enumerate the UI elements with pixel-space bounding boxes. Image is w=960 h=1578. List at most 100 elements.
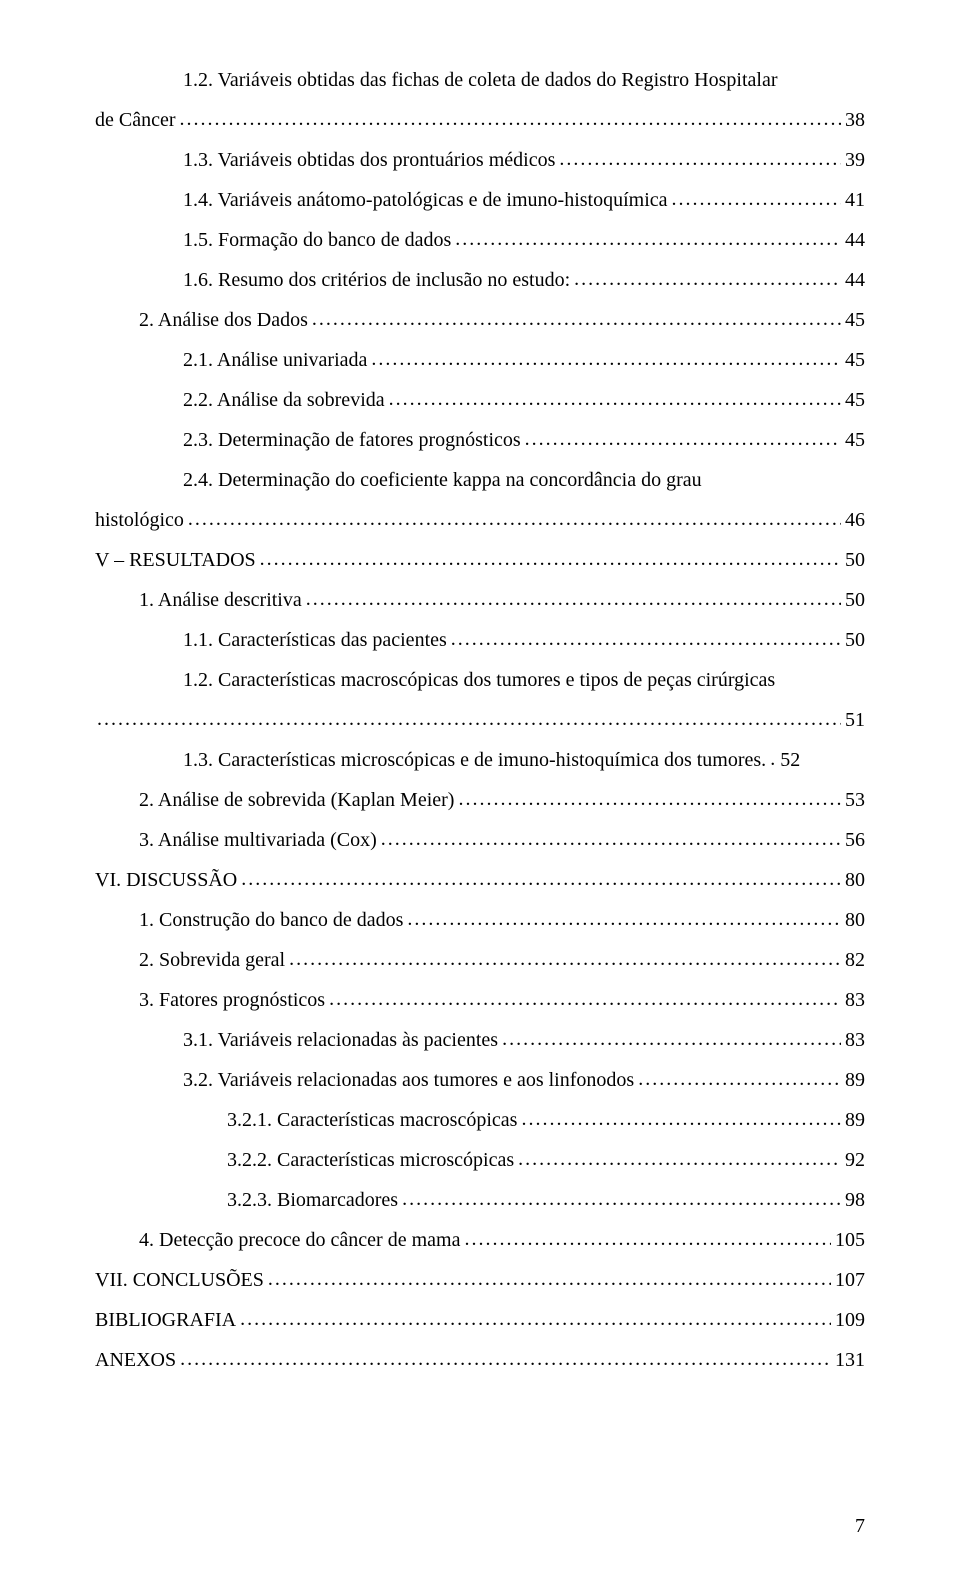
- toc-dot-leader: [405, 900, 841, 939]
- toc-entry-page: 39: [841, 140, 865, 180]
- toc-entry-page: 38: [841, 100, 865, 140]
- toc-entry-label: 3.1. Variáveis relacionadas às pacientes: [183, 1020, 500, 1060]
- toc-entry: 3. Fatores prognósticos83: [95, 980, 865, 1020]
- toc-dot-leader: [400, 1180, 841, 1219]
- toc-dot-leader: [456, 780, 841, 819]
- toc-entry: VI. DISCUSSÃO80: [95, 860, 865, 900]
- toc-entry-page: 50: [841, 620, 865, 660]
- toc-entry-page: 51: [841, 700, 865, 740]
- toc-dot-leader: [453, 220, 841, 259]
- toc-entry: 2.1. Análise univariada45: [95, 340, 865, 380]
- toc-entry: 1.3. Características microscópicas e de …: [95, 740, 865, 780]
- toc-dot-leader: [239, 860, 841, 899]
- toc-dot-leader: [557, 140, 841, 179]
- toc-entry-label: de Câncer: [95, 100, 178, 140]
- toc-entry: histológico 46: [95, 500, 865, 540]
- toc-entry-label: 2. Sobrevida geral: [139, 940, 287, 980]
- toc-entry-label: ANEXOS: [95, 1340, 178, 1380]
- toc-entry: 1.4. Variáveis anátomo-patológicas e de …: [95, 180, 865, 220]
- toc-entry-page: 50: [841, 540, 865, 580]
- toc-dot-leader: [287, 940, 841, 979]
- toc-entry: 1.6. Resumo dos critérios de inclusão no…: [95, 260, 865, 300]
- toc-entry-label: 2.1. Análise univariada: [183, 340, 369, 380]
- toc-entry-label: 1.6. Resumo dos critérios de inclusão no…: [183, 260, 572, 300]
- toc-entry: 1.3. Variáveis obtidas dos prontuários m…: [95, 140, 865, 180]
- toc-entry: 1. Análise descritiva50: [95, 580, 865, 620]
- toc-dot-leader: [516, 1140, 841, 1179]
- toc-entry-page: 89: [841, 1100, 865, 1140]
- toc-entry-label: VII. CONCLUSÕES: [95, 1260, 266, 1300]
- toc-entry: 51: [95, 700, 865, 740]
- toc-entry: 2.3. Determinação de fatores prognóstico…: [95, 420, 865, 460]
- toc-entry-page: 105: [831, 1220, 865, 1260]
- toc-entry-label: 3.2.1. Características macroscópicas: [227, 1100, 519, 1140]
- toc-entry-page: 83: [841, 980, 865, 1020]
- toc-entry-page: 45: [841, 380, 865, 420]
- toc-entry: 2. Análise dos Dados45: [95, 300, 865, 340]
- toc-entry-label: BIBLIOGRAFIA: [95, 1300, 238, 1340]
- toc-dot-leader: [95, 700, 841, 739]
- toc-dot-leader: [572, 260, 841, 299]
- toc-dot-leader: [462, 1220, 831, 1259]
- toc-dot-leader: [178, 1340, 831, 1379]
- toc-entry: 1.1. Características das pacientes 50: [95, 620, 865, 660]
- toc-entry-label: V – RESULTADOS: [95, 540, 258, 580]
- toc-dot-leader: [523, 420, 841, 459]
- toc-entry: V – RESULTADOS 50: [95, 540, 865, 580]
- toc-entry-page: 131: [831, 1340, 865, 1380]
- toc-entry: 1. Construção do banco de dados80: [95, 900, 865, 940]
- toc-entry-label: 1.3. Características microscópicas e de …: [183, 740, 768, 780]
- toc-entry-page: 56: [841, 820, 865, 860]
- toc-entry-page: 92: [841, 1140, 865, 1180]
- toc-dot-leader: [266, 1260, 831, 1299]
- toc-entry-label: 1.1. Características das pacientes: [183, 620, 449, 660]
- toc-entry-label: 2.3. Determinação de fatores prognóstico…: [183, 420, 523, 460]
- toc-dot-leader: [636, 1060, 841, 1099]
- toc-entry-label: 1.4. Variáveis anátomo-patológicas e de …: [183, 180, 670, 220]
- toc-entry: 3.2.1. Características macroscópicas 89: [95, 1100, 865, 1140]
- toc-entry-page: 82: [841, 940, 865, 980]
- toc-entry-label: 1.3. Variáveis obtidas dos prontuários m…: [183, 140, 557, 180]
- toc-entry: VII. CONCLUSÕES107: [95, 1260, 865, 1300]
- toc-entry: 2. Sobrevida geral 82: [95, 940, 865, 980]
- toc-entry-label: 2.2. Análise da sobrevida: [183, 380, 387, 420]
- toc-entry: 2.2. Análise da sobrevida 45: [95, 380, 865, 420]
- toc-entry-page: 41: [841, 180, 865, 220]
- toc-entry: 2. Análise de sobrevida (Kaplan Meier)53: [95, 780, 865, 820]
- toc-entry: 1.2. Características macroscópicas dos t…: [95, 660, 865, 700]
- toc-entry: 1.2. Variáveis obtidas das fichas de col…: [95, 60, 865, 100]
- toc-dot-leader: [500, 1020, 841, 1059]
- toc-entry-page: 45: [841, 420, 865, 460]
- toc-entry: de Câncer 38: [95, 100, 865, 140]
- toc-dot-leader: [369, 340, 841, 379]
- toc-entry-label: 1. Construção do banco de dados: [139, 900, 405, 940]
- toc-dot-leader: [186, 500, 841, 539]
- toc-dot-leader: [387, 380, 841, 419]
- toc-entry: 3.2.3. Biomarcadores98: [95, 1180, 865, 1220]
- toc-dot-leader: [327, 980, 841, 1019]
- toc-entry-label: 1.2. Variáveis obtidas das fichas de col…: [183, 60, 779, 100]
- toc-entry-label: 3. Análise multivariada (Cox): [139, 820, 379, 860]
- toc-dot-leader: [310, 300, 841, 339]
- toc-entry-page: 44: [841, 220, 865, 260]
- toc-entry-label: VI. DISCUSSÃO: [95, 860, 239, 900]
- toc-entry-label: 2. Análise dos Dados: [139, 300, 310, 340]
- toc-entry: 4. Detecção precoce do câncer de mama105: [95, 1220, 865, 1260]
- toc-dot-leader: [449, 620, 841, 659]
- page-number: 7: [855, 1515, 865, 1538]
- toc-entry-label: histológico: [95, 500, 186, 540]
- toc-dot-leader: [519, 1100, 841, 1139]
- toc-entry: BIBLIOGRAFIA109: [95, 1300, 865, 1340]
- toc-entry-label: 1.2. Características macroscópicas dos t…: [183, 660, 777, 700]
- toc-entry-page: 46: [841, 500, 865, 540]
- toc-entry-label: 3.2. Variáveis relacionadas aos tumores …: [183, 1060, 636, 1100]
- toc-dot-leader: [379, 820, 841, 859]
- toc-dot-leader: [670, 180, 841, 219]
- toc-dot-leader: [768, 740, 776, 779]
- toc-entry: 3.2.2. Características microscópicas92: [95, 1140, 865, 1180]
- toc-entry-page: 53: [841, 780, 865, 820]
- toc-entry-label: 3.2.3. Biomarcadores: [227, 1180, 400, 1220]
- toc-entry-label: 1.5. Formação do banco de dados: [183, 220, 453, 260]
- toc-entry: 3. Análise multivariada (Cox) 56: [95, 820, 865, 860]
- toc-entry: 3.2. Variáveis relacionadas aos tumores …: [95, 1060, 865, 1100]
